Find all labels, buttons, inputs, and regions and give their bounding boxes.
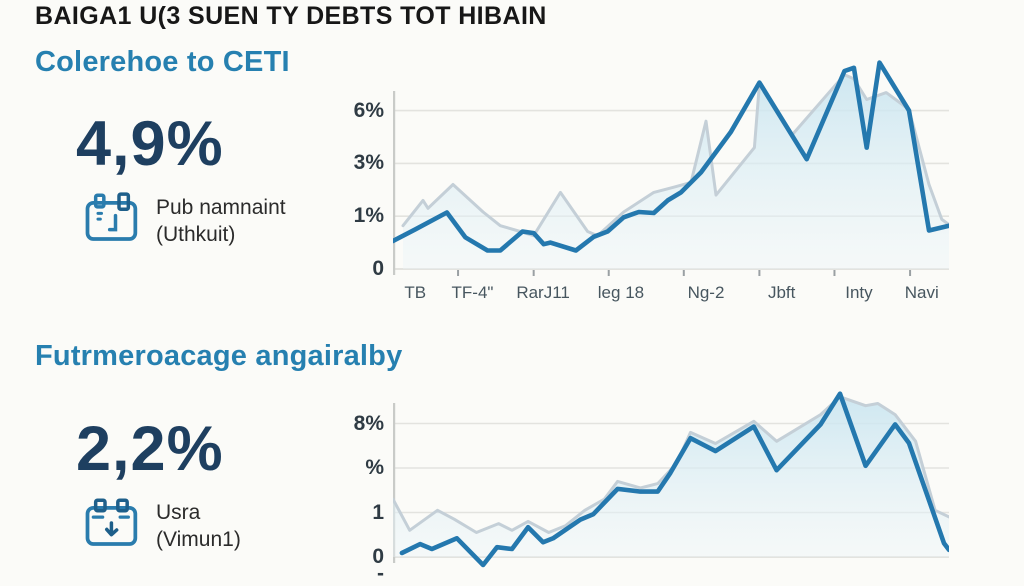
stat-caption-line2: (Uthkuit) — [156, 223, 236, 246]
stat-caption-line2: (Vimun1) — [156, 528, 241, 551]
section-1-stat-row: Pub namnaint (Uthkuit) — [84, 192, 286, 249]
section-1-stat-value: 4,9% — [76, 109, 224, 179]
x-tick-label: TF-4" — [451, 283, 494, 302]
y-tick-label: - — [377, 561, 384, 585]
section-2-stat-caption: Usra (Vimun1) — [156, 497, 241, 553]
y-tick-label: 6% — [353, 98, 384, 122]
x-tick-label: Jbft — [767, 283, 796, 302]
x-tick-label: RarJ11 — [516, 283, 570, 302]
section-1-chart: 6% 3% 1% 0 TB TF-4" RarJ11 leg 18 Ng-2 Jbft Inty Na… — [330, 55, 970, 305]
section-1-stat-caption: Pub namnaint (Uthkuit) — [156, 192, 286, 248]
x-tick-label: TB — [404, 283, 427, 302]
calendar-download-icon — [84, 497, 140, 554]
stat-caption-line1: Usra — [156, 501, 201, 524]
section-2-heading: Futrmeroacage angairalby — [35, 340, 403, 372]
y-tick-label: 8% — [353, 411, 384, 435]
chart-1-canvas — [393, 60, 949, 276]
x-tick-label: leg 18 — [597, 283, 645, 302]
y-tick-label: 1% — [353, 204, 384, 228]
section-1-heading: Colerehoe to CETI — [35, 46, 290, 78]
stat-caption-line1: Pub namnaint — [156, 196, 286, 219]
chart-2-canvas — [393, 391, 949, 568]
y-tick-label: % — [365, 456, 384, 479]
x-tick-label: Inty — [845, 283, 873, 302]
y-tick-label: 0 — [372, 545, 384, 568]
calendar-icon — [84, 192, 140, 249]
x-tick-label: Navi — [904, 283, 939, 302]
page-title: BAIGA1 U(3 SUEN TY DEBTS TOT HIBAIN — [35, 2, 547, 30]
section-2-chart: 8%% 1 0- — [330, 385, 970, 585]
y-tick-label: 0 — [372, 257, 384, 280]
section-2-stat-value: 2,2% — [76, 414, 224, 484]
section-2-stat-row: Usra (Vimun1) — [84, 497, 241, 554]
x-tick-label: Ng-2 — [687, 283, 725, 302]
y-tick-label: 3% — [353, 151, 384, 175]
y-tick-label: 1 — [372, 500, 384, 524]
